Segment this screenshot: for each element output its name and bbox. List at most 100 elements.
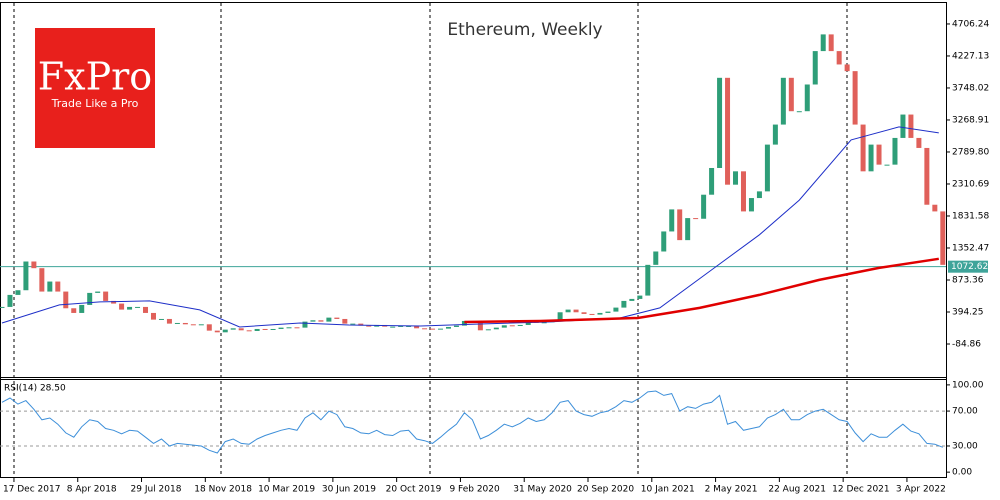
candle: [63, 291, 69, 309]
x-tick-label: 31 May 2020: [513, 485, 572, 495]
y-tick-label: 2789.80: [952, 147, 989, 157]
candle: [844, 64, 850, 72]
candle: [318, 320, 324, 322]
candle: [262, 328, 268, 330]
y-tick-label: 2310.69: [952, 179, 989, 189]
y-tick-label: 70.00: [952, 407, 978, 417]
candle: [461, 320, 467, 326]
candle: [445, 326, 451, 329]
candle: [733, 171, 739, 185]
candle: [916, 137, 922, 148]
candle: [900, 114, 906, 138]
candle: [892, 137, 898, 165]
y-tick-label: 100.00: [952, 380, 984, 390]
candle: [214, 330, 220, 333]
plot-frame: [0, 2, 947, 478]
candle: [613, 307, 619, 312]
last-price-label: 1072.62: [951, 262, 988, 272]
candle: [788, 77, 794, 112]
candle: [836, 51, 842, 65]
candle: [557, 312, 563, 320]
candle: [254, 328, 260, 331]
candle: [868, 144, 874, 172]
x-tick-label: 2 May 2021: [705, 485, 758, 495]
candle: [430, 328, 436, 330]
y-tick-label: 1352.47: [952, 243, 989, 253]
rsi-label: RSI(14) 28.50: [4, 384, 66, 394]
candle: [597, 312, 603, 315]
candle: [685, 218, 691, 241]
y-tick-label: 3268.91: [952, 115, 989, 125]
candle: [812, 51, 818, 85]
candle: [725, 77, 731, 185]
y-tick-label: -84.86: [952, 339, 981, 349]
candle: [621, 300, 627, 308]
candle: [629, 298, 635, 301]
x-tick-label: 18 Nov 2018: [194, 485, 252, 495]
candle: [453, 325, 459, 327]
candle: [310, 320, 316, 322]
candle: [908, 114, 914, 138]
y-tick-label: 4227.13: [952, 51, 989, 61]
candle: [485, 329, 491, 331]
candle: [748, 198, 754, 212]
candle: [645, 264, 651, 296]
candle: [677, 209, 683, 241]
candle: [517, 324, 523, 326]
candle: [15, 290, 21, 295]
candle: [860, 124, 866, 172]
candle: [390, 326, 396, 328]
chart-title: Ethereum, Weekly: [447, 20, 602, 40]
candle: [804, 84, 810, 112]
candle: [95, 291, 101, 293]
candle: [509, 325, 515, 327]
candle: [198, 324, 204, 326]
candle: [493, 327, 499, 330]
candle: [206, 324, 212, 331]
x-tick-label: 17 Dec 2017: [3, 485, 61, 495]
candle: [605, 311, 611, 313]
candle: [0, 306, 5, 308]
candle: [693, 218, 699, 220]
x-tick-label: 12 Dec 2021: [832, 485, 890, 495]
candle: [820, 34, 826, 52]
candle: [772, 124, 778, 145]
candle: [119, 303, 125, 310]
candle: [278, 327, 284, 329]
candle: [47, 281, 53, 292]
candle: [828, 34, 834, 52]
line: [464, 257, 939, 324]
candle: [71, 308, 77, 313]
last-price-tag: [948, 260, 988, 273]
candle: [326, 317, 332, 322]
candle: [932, 204, 938, 212]
candle: [166, 318, 172, 324]
candle: [764, 144, 770, 192]
line: [1, 390, 943, 454]
candle: [876, 144, 882, 165]
logo-text: FxPro: [38, 55, 152, 99]
candle: [150, 312, 156, 320]
candle: [158, 318, 164, 320]
y-tick-label: 0.00: [952, 468, 972, 478]
y-tick-label: 873.36: [952, 275, 984, 285]
candle: [143, 306, 149, 313]
candle: [398, 325, 404, 327]
candle: [111, 300, 117, 304]
candle: [541, 322, 547, 324]
y-tick-label: 30.00: [952, 441, 978, 451]
logo-tagline: Trade Like a Pro: [51, 97, 139, 110]
candle: [7, 294, 13, 307]
x-tick-label: 3 Apr 2022: [896, 485, 946, 495]
x-tick-label: 30 Jun 2019: [322, 485, 376, 495]
candle: [222, 329, 228, 333]
candle: [740, 171, 746, 212]
candle: [23, 261, 29, 291]
candle: [174, 322, 180, 324]
candle: [581, 312, 587, 314]
y-tick-label: 4706.24: [952, 19, 989, 29]
candle: [270, 328, 276, 330]
candle: [884, 164, 890, 166]
x-tick-label: 20 Oct 2019: [386, 485, 442, 495]
x-tick-label: 9 Feb 2020: [449, 485, 500, 495]
